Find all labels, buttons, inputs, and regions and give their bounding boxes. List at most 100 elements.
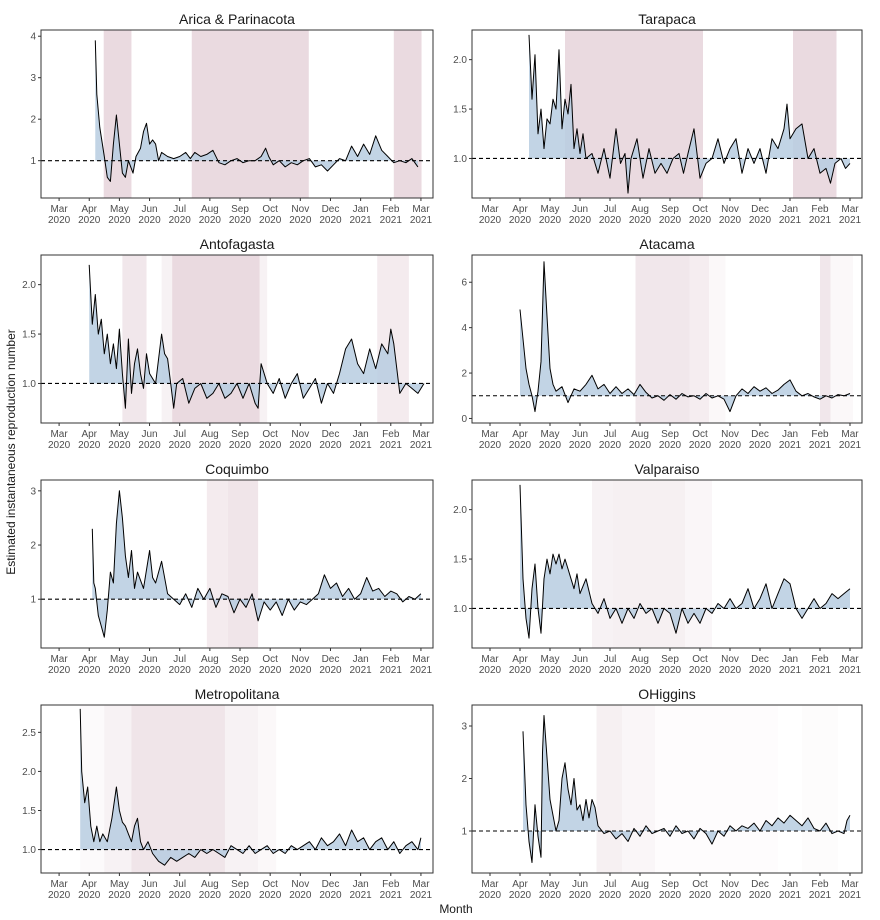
x-tick-label: Mar 2020 xyxy=(48,429,71,451)
x-tick-label: Dec 2020 xyxy=(749,879,772,901)
shading-band xyxy=(830,255,853,423)
series-area xyxy=(523,715,850,863)
x-tick-label: Aug 2020 xyxy=(629,654,652,676)
x-tick-label: Apr 2020 xyxy=(78,879,101,901)
panel-title: Tarapaca xyxy=(638,11,696,27)
y-tick-label: 1.5 xyxy=(22,330,36,341)
x-tick-label: Mar 2021 xyxy=(410,429,433,451)
x-tick-label: Apr 2020 xyxy=(509,879,532,901)
x-tick-label: Aug 2020 xyxy=(629,204,652,226)
x-tick-label: May 2020 xyxy=(539,429,562,451)
axes-frame xyxy=(471,29,863,199)
x-tick-label: Sep 2020 xyxy=(229,654,252,676)
y-tick-label: 2.0 xyxy=(453,55,467,66)
x-tick-label: Mar 2020 xyxy=(479,429,502,451)
x-tick-label: Jul 2020 xyxy=(169,654,192,676)
x-tick-label: Mar 2021 xyxy=(410,879,433,901)
series-line xyxy=(88,264,425,409)
panel-valparaiso: Valparaiso 1.0 1.5 2.0 Mar 2020 Apr 2020 May 2020… xyxy=(453,461,863,676)
x-tick-label: Mar 2021 xyxy=(410,654,433,676)
series-line xyxy=(94,40,419,182)
x-tick-label: Sep 2020 xyxy=(659,879,682,901)
x-tick-label: Jul 2020 xyxy=(169,429,192,451)
x-tick-label: Dec 2020 xyxy=(319,204,342,226)
panel-coquimbo: Coquimbo 1 2 3 Mar 2020 Apr 2020 May 2020 Jun 2020 J… xyxy=(30,461,434,676)
x-tick-label: Apr 2020 xyxy=(509,204,532,226)
series-area xyxy=(92,490,421,638)
x-tick-label: Oct 2020 xyxy=(689,204,712,226)
x-tick-label: Aug 2020 xyxy=(199,879,222,901)
y-tick-label: 6 xyxy=(461,278,467,289)
x-tick-label: Jun 2020 xyxy=(569,654,592,676)
y-tick-label: 4 xyxy=(461,323,467,334)
panel-antofagasta: Antofagasta 1.0 1.5 2.0 Mar 2020 Apr 2020 May 202… xyxy=(22,236,434,451)
x-tick-label: Mar 2021 xyxy=(839,429,862,451)
y-tick-label: 2.0 xyxy=(453,505,467,516)
x-tick-label: Mar 2020 xyxy=(48,654,71,676)
shading-band xyxy=(802,705,838,873)
y-tick-label: 1.0 xyxy=(453,154,467,165)
x-tick-label: Jun 2020 xyxy=(569,204,592,226)
x-tick-label: Dec 2020 xyxy=(749,654,772,676)
x-tick-label: Aug 2020 xyxy=(199,204,222,226)
shading-band xyxy=(393,30,422,198)
x-tick-label: Sep 2020 xyxy=(229,429,252,451)
y-tick-label: 1 xyxy=(30,595,36,606)
x-tick-label: Dec 2020 xyxy=(749,204,772,226)
y-tick-label: 2.5 xyxy=(22,728,36,739)
y-tick-label: 2 xyxy=(30,115,36,126)
y-tick-label: 2.0 xyxy=(22,280,36,291)
x-tick-label: Jul 2020 xyxy=(169,879,192,901)
panel-title: Valparaiso xyxy=(634,461,699,477)
x-tick-label: Jul 2020 xyxy=(599,429,622,451)
x-tick-label: Jan 2021 xyxy=(779,879,802,901)
x-tick-label: Jan 2021 xyxy=(779,429,802,451)
y-tick-label: 2 xyxy=(461,369,467,380)
x-tick-label: May 2020 xyxy=(539,204,562,226)
x-tick-label: Jan 2021 xyxy=(779,204,802,226)
x-tick-label: Oct 2020 xyxy=(259,654,282,676)
shading-bands xyxy=(122,255,409,423)
x-tick-label: Feb 2021 xyxy=(809,204,832,226)
x-tick-label: Jan 2021 xyxy=(350,429,373,451)
x-tick-label: Oct 2020 xyxy=(259,204,282,226)
x-tick-label: Oct 2020 xyxy=(689,429,712,451)
shading-band xyxy=(622,705,655,873)
x-tick-label: Dec 2020 xyxy=(319,879,342,901)
x-tick-label: Sep 2020 xyxy=(659,654,682,676)
x-tick-label: Feb 2021 xyxy=(380,429,403,451)
shading-band xyxy=(227,480,259,648)
x-tick-label: Sep 2020 xyxy=(229,879,252,901)
y-tick-label: 3 xyxy=(30,73,36,84)
series-area xyxy=(520,484,850,639)
x-tick-label: Mar 2020 xyxy=(479,879,502,901)
x-tick-label: May 2020 xyxy=(539,879,562,901)
series-line xyxy=(528,34,851,194)
x-tick-label: Nov 2020 xyxy=(719,879,742,901)
panel-title: Metropolitana xyxy=(195,686,280,702)
series-area xyxy=(520,261,850,412)
y-tick-label: 2 xyxy=(30,541,36,552)
x-tick-label: Oct 2020 xyxy=(259,879,282,901)
x-tick-label: Feb 2021 xyxy=(809,654,832,676)
panel-title: OHiggins xyxy=(638,686,696,702)
axes-frame xyxy=(471,704,863,874)
x-tick-label: Nov 2020 xyxy=(289,879,312,901)
panel-title: Arica & Parinacota xyxy=(179,11,295,27)
x-tick-label: Jun 2020 xyxy=(569,879,592,901)
x-tick-label: Mar 2020 xyxy=(479,204,502,226)
x-tick-label: Dec 2020 xyxy=(749,429,772,451)
x-tick-label: Feb 2021 xyxy=(380,204,403,226)
x-tick-label: Aug 2020 xyxy=(629,879,652,901)
shading-bands xyxy=(592,480,712,648)
shading-bands xyxy=(103,30,422,198)
y-tick-label: 2 xyxy=(461,774,467,785)
y-tick-label: 4 xyxy=(30,32,36,43)
x-axis-label: Month xyxy=(439,902,472,916)
x-tick-label: Nov 2020 xyxy=(719,429,742,451)
x-tick-label: Feb 2021 xyxy=(809,429,832,451)
series-line xyxy=(91,490,422,638)
y-tick-label: 1.5 xyxy=(22,806,36,817)
y-tick-label: 1 xyxy=(461,827,467,838)
